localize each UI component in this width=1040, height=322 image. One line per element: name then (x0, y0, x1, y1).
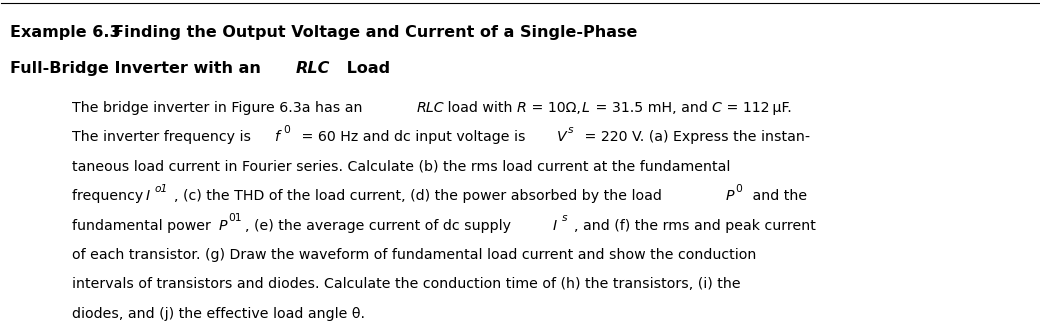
Text: Full-Bridge Inverter with an: Full-Bridge Inverter with an (9, 61, 266, 76)
Text: P: P (218, 219, 227, 233)
Text: , (e) the average current of dc supply: , (e) the average current of dc supply (245, 219, 516, 233)
Text: taneous load current in Fourier series. Calculate (b) the rms load current at th: taneous load current in Fourier series. … (72, 160, 730, 174)
Text: R: R (517, 101, 527, 115)
Text: f: f (275, 130, 279, 145)
Text: = 220 V. (a) Express the instan-: = 220 V. (a) Express the instan- (580, 130, 810, 145)
Text: intervals of transistors and diodes. Calculate the conduction time of (h) the tr: intervals of transistors and diodes. Cal… (72, 278, 740, 291)
Text: Example 6.3: Example 6.3 (9, 25, 121, 40)
Text: V: V (557, 130, 567, 145)
Text: = 31.5 mH, and: = 31.5 mH, and (591, 101, 707, 115)
Text: 0: 0 (735, 184, 743, 194)
Text: , and (f) the rms and peak current: , and (f) the rms and peak current (574, 219, 815, 233)
Text: I: I (146, 189, 150, 203)
Text: load with: load with (443, 101, 517, 115)
Text: fundamental power: fundamental power (72, 219, 215, 233)
Text: Finding the Output Voltage and Current of a Single-Phase: Finding the Output Voltage and Current o… (113, 25, 638, 40)
Text: Load: Load (340, 61, 390, 76)
Text: frequency: frequency (72, 189, 148, 203)
Text: 0: 0 (284, 125, 290, 135)
Text: of each transistor. (g) Draw the waveform of fundamental load current and show t: of each transistor. (g) Draw the wavefor… (72, 248, 756, 262)
Text: = 112 μF.: = 112 μF. (722, 101, 792, 115)
Text: RLC: RLC (296, 61, 331, 76)
Text: s: s (562, 213, 567, 223)
Text: C: C (712, 101, 722, 115)
Text: P: P (725, 189, 734, 203)
Text: , (c) the THD of the load current, (d) the power absorbed by the load: , (c) the THD of the load current, (d) t… (174, 189, 666, 203)
Text: = 10Ω,: = 10Ω, (527, 101, 581, 115)
Text: = 60 Hz and dc input voltage is: = 60 Hz and dc input voltage is (297, 130, 530, 145)
Text: The inverter frequency is: The inverter frequency is (72, 130, 256, 145)
Text: o1: o1 (155, 184, 168, 194)
Text: RLC: RLC (416, 101, 444, 115)
Text: 01: 01 (229, 213, 242, 223)
Text: s: s (568, 125, 573, 135)
Text: and the: and the (748, 189, 807, 203)
Text: The bridge inverter in Figure 6.3a has an: The bridge inverter in Figure 6.3a has a… (72, 101, 367, 115)
Text: diodes, and (j) the effective load angle θ.: diodes, and (j) the effective load angle… (72, 307, 365, 321)
Text: L: L (581, 101, 589, 115)
Text: I: I (552, 219, 556, 233)
